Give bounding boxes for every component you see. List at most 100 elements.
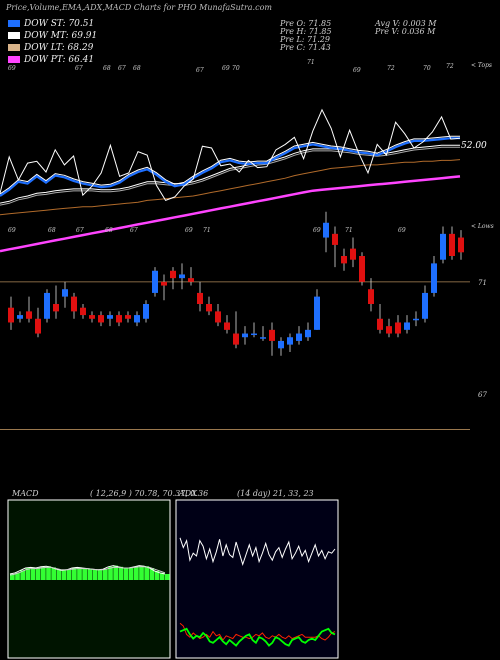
macd-histogram-bar — [10, 574, 15, 580]
adx-panel — [175, 499, 339, 659]
macd-histogram-bar — [165, 574, 170, 580]
macd-histogram-bar — [30, 567, 36, 580]
candle-body — [161, 281, 167, 286]
candle-body — [386, 326, 392, 334]
macd-histogram-bar — [123, 568, 129, 580]
macd-histogram-bar — [159, 572, 165, 580]
macd-signal-line — [9, 566, 166, 576]
candle-body — [377, 318, 383, 330]
legend-item-dow-st: DOW ST: 70.51 — [8, 19, 94, 29]
macd-histogram-bar — [51, 567, 56, 580]
candle-body — [80, 307, 86, 316]
candle-body — [215, 311, 221, 323]
low-mark-label: 69 — [398, 227, 406, 234]
macd-histogram-bar — [66, 569, 72, 580]
top-mark-label: 71 — [307, 59, 315, 66]
low-mark-label: 69 — [313, 227, 321, 234]
macd-histogram-bar — [113, 565, 118, 580]
candle-body — [188, 278, 194, 282]
macd-histogram-bar — [25, 568, 31, 580]
low-mark-label: 69 — [8, 227, 16, 234]
top-mark-label: 72 — [446, 63, 454, 70]
candle-body — [269, 329, 275, 341]
macd-histogram-bar — [41, 566, 46, 580]
candle-body — [143, 304, 149, 319]
candle-body — [440, 233, 446, 260]
macd-histogram-bar — [118, 566, 124, 580]
candle-body — [458, 237, 464, 253]
top-mark-label: 72 — [387, 65, 395, 72]
pre-close: Pre C: 71.43 — [280, 43, 331, 52]
candle-body — [278, 340, 284, 349]
macd-histogram-bar — [108, 566, 113, 580]
ema-mt-line-a — [0, 146, 460, 206]
candle-body — [350, 248, 356, 260]
price-label: 52.00 — [461, 141, 487, 151]
candle-body — [242, 333, 248, 338]
macd-histogram-bar — [103, 569, 108, 580]
candle-body — [17, 315, 23, 319]
candle-body — [431, 263, 437, 293]
pre-volume: Pre V: 0.036 M — [375, 27, 436, 36]
candle-body — [107, 315, 113, 319]
adx-line — [179, 537, 336, 567]
top-mark-label: 69 — [353, 67, 361, 74]
macd-histogram-bar — [35, 568, 41, 580]
candle-body — [152, 270, 158, 293]
low-mark-label: 67 — [130, 227, 138, 234]
candle-body — [53, 304, 59, 312]
candle-body — [332, 233, 338, 245]
candle-body — [341, 256, 347, 264]
candle-body — [368, 289, 374, 304]
candle-body — [44, 292, 50, 319]
legend-swatch — [8, 32, 20, 39]
candle-body — [422, 292, 428, 319]
candle-body — [206, 304, 212, 312]
chart-title: Price,Volume,EMA,ADX,MACD Charts for PHO… — [6, 3, 272, 12]
macd-histogram-bar — [149, 568, 155, 580]
macd-label: MACD — [12, 489, 39, 498]
candle-body — [26, 311, 32, 319]
avg-volume: Avg V: 0.003 M — [375, 19, 437, 28]
candle-body — [251, 333, 257, 336]
candle-body — [89, 315, 95, 319]
macd-histogram-bar — [139, 565, 144, 580]
low-mark-label: 71 — [203, 227, 211, 234]
macd-histogram-bar — [61, 570, 67, 580]
macd-histogram-bar — [77, 567, 82, 580]
legend-swatch — [8, 20, 20, 27]
macd-histogram-bar — [154, 571, 160, 580]
top-mark-label: 68 — [133, 65, 141, 72]
top-mark-label: 69 — [222, 65, 230, 72]
legend-swatch — [8, 56, 20, 63]
candle-body — [197, 292, 203, 304]
legend-item-dow-lt: DOW LT: 68.29 — [8, 43, 93, 53]
ema-st-line — [0, 137, 460, 197]
candle-body — [179, 274, 185, 279]
lows-label: < Lows — [471, 223, 494, 230]
top-mark-label: 69 — [8, 65, 16, 72]
macd-params: ( 12,26,9 ) 70.78, 70.37, 0.36 — [90, 489, 209, 498]
candle-body — [116, 315, 122, 323]
candle-body — [323, 222, 329, 238]
low-mark-label: 67 — [76, 227, 84, 234]
top-mark-label: 67 — [118, 65, 126, 72]
top-mark-label: 67 — [196, 67, 204, 74]
legend-item-dow-mt: DOW MT: 69.91 — [8, 31, 97, 41]
macd-histogram-bar — [82, 568, 87, 580]
macd-histogram-bar — [56, 569, 62, 580]
ema-lt-line — [0, 159, 461, 216]
top-mark-label: 67 — [75, 65, 83, 72]
pre-open: Pre O: 71.85 — [280, 19, 332, 28]
candle-body — [71, 296, 77, 312]
adx-params: (14 day) 21, 33, 23 — [237, 489, 314, 498]
candle-body — [224, 322, 230, 330]
macd-histogram-bar — [134, 566, 139, 580]
candle-body — [98, 315, 104, 323]
macd-histogram-bar — [20, 570, 25, 580]
level-label-71: 71 — [478, 279, 487, 287]
macd-histogram-bar — [92, 569, 98, 580]
ema-pt-line — [0, 175, 461, 253]
legend-item-dow-pt: DOW PT: 66.41 — [8, 55, 94, 65]
